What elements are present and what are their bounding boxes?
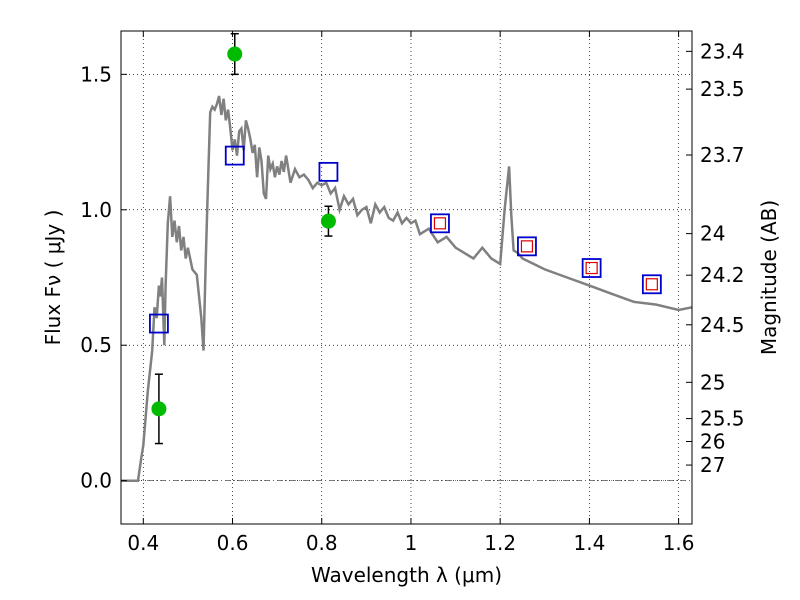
y-axis-ticks: 0.0 0.5 1.0 1.5 <box>80 62 127 493</box>
model-photometry-square <box>430 213 450 234</box>
x-tick-label: 0.6 <box>217 531 249 555</box>
x-tick-label: 1.4 <box>573 531 605 555</box>
magnitude-tick-label: 23.4 <box>700 39 745 63</box>
magnitude-tick-label: 27 <box>700 453 725 477</box>
magnitude-tick-label: 24.5 <box>700 313 745 337</box>
y-axis-label: Flux Fν ( μJy ) <box>41 210 65 346</box>
model-photometry-square <box>318 161 339 182</box>
observed-point <box>320 213 336 229</box>
model-photometry-square <box>149 313 169 334</box>
observed-point <box>227 46 243 62</box>
x-tick-label: 1 <box>405 531 418 555</box>
magnitude-tick-label: 26 <box>700 430 725 454</box>
model-photometry-points <box>149 145 662 334</box>
magnitude-tick-label: 24.2 <box>700 263 745 287</box>
plot-frame <box>120 30 693 525</box>
model-photometry-inner-square <box>433 217 447 230</box>
model-photometry-square <box>517 236 537 257</box>
observed-point <box>151 401 167 417</box>
y-tick-label: 1.5 <box>80 62 112 86</box>
observed-points <box>151 32 336 445</box>
model-photometry-square <box>641 274 662 295</box>
magnitude-tick-label: 23.7 <box>700 143 745 167</box>
grid-lines <box>121 31 692 524</box>
magnitude-axis-label: Magnitude (AB) <box>757 200 781 355</box>
model-photometry-square <box>224 145 245 166</box>
y-tick-label: 0.5 <box>80 333 112 357</box>
x-axis-label: Wavelength λ (μm) <box>311 563 502 587</box>
model-photometry-inner-square <box>645 278 658 291</box>
magnitude-tick-label: 24 <box>700 222 725 246</box>
model-photometry-square <box>581 258 602 278</box>
x-tick-label: 0.8 <box>306 531 338 555</box>
magnitude-tick-label: 25 <box>700 370 725 394</box>
x-tick-label: 0.4 <box>127 531 159 555</box>
x-tick-label: 1.6 <box>663 531 695 555</box>
model-spectrum-line <box>121 95 693 482</box>
y-tick-label: 1.0 <box>80 198 112 222</box>
y-tick-label: 0.0 <box>80 469 112 493</box>
model-photometry-inner-square <box>520 240 534 253</box>
magnitude-tick-label: 25.5 <box>700 407 745 431</box>
model-photometry-inner-square <box>585 261 598 275</box>
x-axis-ticks: 0.4 0.6 0.8 1 1.2 1.4 1.6 <box>127 31 695 555</box>
x-tick-label: 1.2 <box>484 531 516 555</box>
magnitude-tick-label: 23.5 <box>700 77 745 101</box>
